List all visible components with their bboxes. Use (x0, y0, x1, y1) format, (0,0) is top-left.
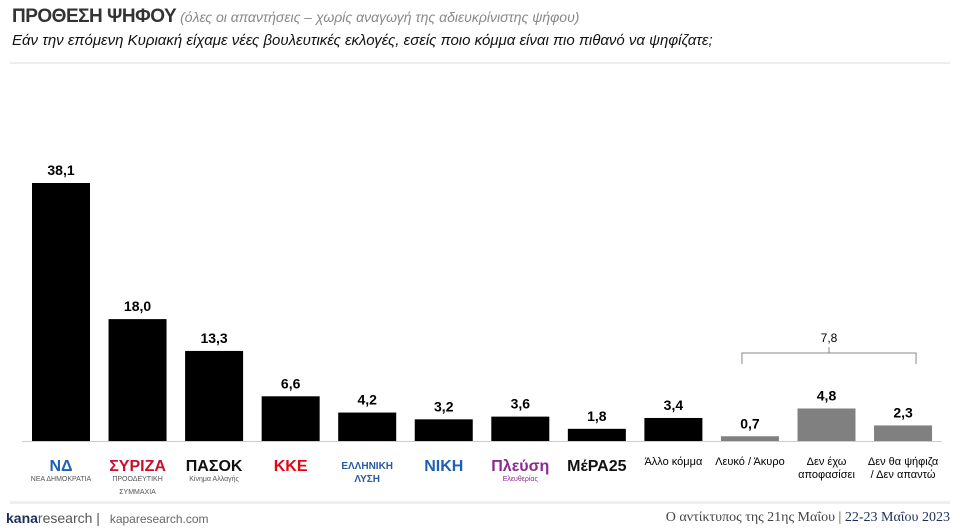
logo-subtext: Ελευθερίας (502, 476, 538, 483)
logo-text: ΠΑΣΟΚ (185, 458, 243, 475)
bar (32, 183, 90, 441)
category-logo: ΠΑΣΟΚ Κίνημα Αλλαγής (176, 456, 252, 486)
bar (720, 436, 779, 441)
page-title: ΠΡΟΘΕΣΗ ΨΗΦΟΥ (όλες οι απαντήσεις – χωρίς… (12, 6, 579, 28)
bar (491, 416, 550, 441)
footer-note-text: Ο αντίκτυπος της 21ης Μαΐου | (665, 510, 845, 525)
divider (10, 501, 950, 504)
data-label: 13,3 (200, 330, 227, 346)
data-label: 3,6 (511, 396, 531, 412)
footer-date: 22-23 Μαΐου 2023 (844, 510, 950, 525)
category-logo: ΕΛΛΗΝΙΚΗ ΛΥΣΗ (329, 456, 405, 486)
bar (108, 319, 167, 441)
question: Εάν την επόμενη Κυριακή είχαμε νέες βουλ… (12, 32, 713, 49)
data-label: 1,8 (587, 408, 607, 424)
logo-subtext: Κίνημα Αλλαγής (189, 476, 239, 483)
footer-note: Ο αντίκτυπος της 21ης Μαΐου | 22-23 Μαΐο… (666, 510, 950, 526)
bar (797, 408, 856, 441)
category-logo: ΣΥΡΙΖΑ ΠΡΟΟΔΕΥΤΙΚΗ ΣΥΜΜΑΧΙΑ (100, 456, 176, 499)
category-logo: ΝΔ ΝΕΑ ΔΗΜΟΚΡΑΤΙΑ (23, 456, 99, 486)
bracket-label: 7,8 (821, 331, 838, 345)
data-label: 0,7 (740, 415, 760, 431)
bar (261, 396, 320, 441)
logo-text: ΕΛΛΗΝΙΚΗ ΛΥΣΗ (341, 461, 394, 485)
logo-text: ΝΔ (49, 458, 73, 475)
bar (567, 428, 626, 441)
category-logo: Δεν θα ψήφιζα / Δεν απαντώ (865, 456, 941, 482)
data-label: 38,1 (47, 162, 74, 178)
logo-subtext: ΠΡΟΟΔΕΥΤΙΚΗ ΣΥΜΜΑΧΙΑ (112, 476, 163, 496)
logo-text: Δεν έχω αποφασίσει (798, 456, 855, 481)
category-logo: ΚΚΕ (253, 456, 329, 475)
data-label: 4,8 (817, 387, 837, 403)
bar (644, 417, 703, 441)
logo-text: Πλεύση (491, 458, 550, 475)
logo-text: ΝΙΚΗ (424, 458, 464, 475)
divider (10, 62, 950, 64)
category-logo: Πλεύση Ελευθερίας (482, 456, 558, 486)
data-label: 4,2 (357, 392, 377, 408)
category-logo: Άλλο κόμμα (635, 456, 711, 469)
bar (414, 419, 473, 441)
logo-text: Άλλο κόμμα (644, 456, 703, 468)
bar (338, 412, 397, 441)
logo-subtext: ΝΕΑ ΔΗΜΟΚΡΑΤΙΑ (30, 476, 92, 483)
bar (874, 425, 933, 441)
bar (185, 350, 244, 441)
data-label: 3,2 (434, 398, 454, 414)
bracket (741, 352, 917, 364)
brand-url: kaparesearch.com (109, 512, 209, 526)
data-label: 18,0 (124, 298, 151, 314)
data-label: 2,3 (893, 404, 913, 420)
data-label: 6,6 (281, 375, 301, 391)
subtitle: (όλες οι απαντήσεις – χωρίς αναγωγή της … (180, 9, 580, 25)
category-logo: ΝΙΚΗ (406, 456, 482, 475)
data-label: 3,4 (664, 397, 684, 413)
logo-text: Λευκό / Άκυρο (715, 456, 785, 468)
logo-text: Δεν θα ψήφιζα / Δεν απαντώ (867, 456, 939, 481)
title-text: ΠΡΟΘΕΣΗ ΨΗΦΟΥ (12, 6, 177, 27)
category-logo: Λευκό / Άκυρο (712, 456, 788, 469)
category-logo: ΜέΡΑ25 (559, 456, 635, 475)
category-logo: Δεν έχω αποφασίσει (789, 456, 865, 482)
logo-text: ΚΚΕ (273, 458, 308, 475)
logo-text: ΣΥΡΙΖΑ (109, 458, 166, 475)
brand-rest: research (37, 510, 93, 526)
brand-bold: kana (6, 510, 38, 526)
brand-logo: kanaresearch | kaparesearch.com (6, 510, 209, 526)
logo-text: ΜέΡΑ25 (567, 458, 627, 475)
